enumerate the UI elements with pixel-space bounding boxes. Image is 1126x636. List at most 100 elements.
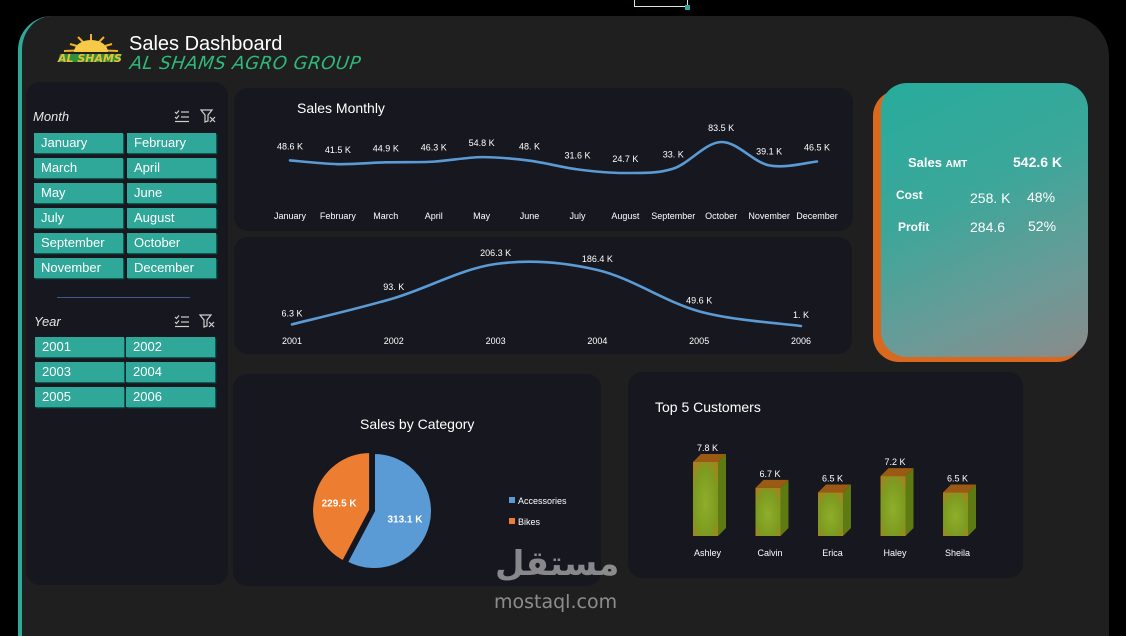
x-tick-2006: 2006 (791, 336, 811, 346)
logo-text: AL SHAMS (58, 52, 122, 65)
data-label-february: 41.5 K (325, 145, 351, 155)
yearly-sales-line-chart: 6.3 K 2001 93. K 2002 206.3 K 2003 186.4 K 2004… (281, 248, 811, 346)
x-tick-july: July (569, 211, 586, 221)
x-tick-june: June (520, 211, 540, 221)
x-tick-ashley: Ashley (694, 548, 722, 558)
monthly-sales-line-chart: 48.6 K January 41.5 K February 44.9 K March 46… (274, 123, 838, 221)
bar-top-ashley (693, 454, 726, 462)
bar-top-sheila (943, 484, 976, 493)
slicer-item-january[interactable]: January (34, 133, 123, 153)
x-tick-2005: 2005 (689, 336, 709, 346)
pie-label-accessories: 313.1 K (387, 515, 423, 526)
slicer-item-2003[interactable]: 2003 (35, 362, 124, 382)
data-label-november: 39.1 K (756, 146, 782, 156)
slicer-item-july[interactable]: July (34, 208, 123, 228)
data-label-june: 48. K (519, 142, 540, 152)
watermark-latin: mostaql.com (494, 591, 618, 613)
cell-selection-handle (685, 5, 690, 10)
x-tick-erica: Erica (822, 548, 843, 558)
page-title: Sales Dashboard (129, 33, 283, 55)
slicer-item-march[interactable]: March (34, 158, 123, 178)
bar-label-sheila: 6.5 K (947, 474, 968, 484)
data-label-january: 48.6 K (277, 141, 303, 151)
x-tick-january: January (274, 211, 307, 221)
multi-select-icon[interactable] (174, 109, 190, 123)
sales-label: Sales AMT (908, 155, 968, 170)
bar-top-erica (818, 484, 851, 493)
series-line (290, 260, 803, 328)
monthly-chart-title: Sales Monthly (297, 100, 385, 116)
slicer-item-may[interactable]: May (34, 183, 123, 203)
data-label-2003: 206.3 K (480, 248, 511, 258)
x-tick-december: December (796, 211, 838, 221)
legend-swatch-bikes (509, 518, 515, 524)
sales-value: 542.6 K (1013, 154, 1063, 170)
yearly-sales-chart-panel (234, 237, 852, 354)
kpi-card (881, 83, 1088, 357)
slicer-item-2004[interactable]: 2004 (126, 362, 215, 382)
x-tick-calvin: Calvin (757, 548, 782, 558)
slicer-item-2006[interactable]: 2006 (126, 387, 215, 407)
year-slicer-title: Year (34, 314, 61, 329)
cost-percent: 48% (1027, 189, 1056, 205)
slicer-item-august[interactable]: August (127, 208, 216, 228)
sun-logo-icon (58, 34, 122, 62)
x-tick-september: September (651, 211, 695, 221)
profit-value: 284.6 (970, 219, 1006, 235)
x-tick-march: March (373, 211, 398, 221)
bar-top-haley (880, 468, 914, 477)
x-tick-november: November (748, 211, 790, 221)
bar-label-calvin: 6.7 K (759, 469, 780, 479)
bar-side-calvin (780, 479, 789, 536)
data-label-2002: 93. K (383, 282, 404, 292)
x-tick-august: August (611, 211, 640, 221)
bar-sheila (943, 492, 968, 536)
data-label-may: 54.8 K (469, 138, 495, 148)
slicer-item-june[interactable]: June (127, 183, 216, 203)
data-label-2001: 6.3 K (281, 308, 302, 318)
data-label-december: 46.5 K (804, 143, 830, 153)
slicer-item-november[interactable]: November (34, 258, 123, 278)
x-tick-2002: 2002 (384, 336, 404, 346)
slicer-item-2001[interactable]: 2001 (35, 337, 124, 357)
cell-selection-marker (634, 0, 688, 7)
pie-slice-accessories (345, 451, 433, 570)
data-label-2005: 49.6 K (686, 295, 712, 305)
x-tick-sheila: Sheila (945, 548, 970, 558)
clear-filter-icon[interactable] (199, 314, 215, 328)
data-label-july: 31.6 K (564, 150, 590, 160)
slicer-item-2005[interactable]: 2005 (35, 387, 124, 407)
legend-label-bikes: Bikes (518, 517, 541, 527)
profit-label: Profit (898, 220, 930, 234)
data-label-october: 83.5 K (708, 123, 734, 133)
watermark-arabic: مستقل (495, 544, 620, 584)
slicer-item-september[interactable]: September (34, 233, 123, 253)
bar-side-erica (843, 484, 851, 536)
month-slicer-title: Month (33, 109, 70, 124)
bar-label-ashley: 7.8 K (697, 443, 718, 453)
cost-label: Cost (896, 188, 923, 202)
bar-calvin (755, 487, 781, 536)
x-tick-2004: 2004 (587, 336, 607, 346)
clear-filter-icon[interactable] (200, 109, 216, 123)
bar-side-haley (905, 468, 914, 536)
data-label-april: 46.3 K (421, 143, 447, 153)
bar-erica (818, 492, 843, 536)
multi-select-icon[interactable] (174, 314, 190, 328)
profit-percent: 52% (1028, 218, 1057, 234)
series-line (288, 140, 819, 175)
slicer-divider (57, 297, 190, 298)
slicer-item-april[interactable]: April (127, 158, 216, 178)
top-customers-bar-chart: 7.8 K Ashley 6.7 K Calvin 6.5 K Erica 7.2 K Hal… (693, 443, 976, 558)
slicer-item-february[interactable]: February (127, 133, 216, 153)
slicer-item-october[interactable]: October (127, 233, 216, 253)
bar-side-ashley (718, 454, 726, 536)
x-tick-2003: 2003 (486, 336, 506, 346)
data-label-august: 24.7 K (612, 154, 638, 164)
slicer-item-december[interactable]: December (127, 258, 216, 278)
data-label-march: 44.9 K (373, 143, 399, 153)
bar-ashley (693, 462, 718, 536)
x-tick-february: February (320, 211, 357, 221)
slicer-item-2002[interactable]: 2002 (126, 337, 215, 357)
legend-swatch-accessories (509, 497, 515, 503)
